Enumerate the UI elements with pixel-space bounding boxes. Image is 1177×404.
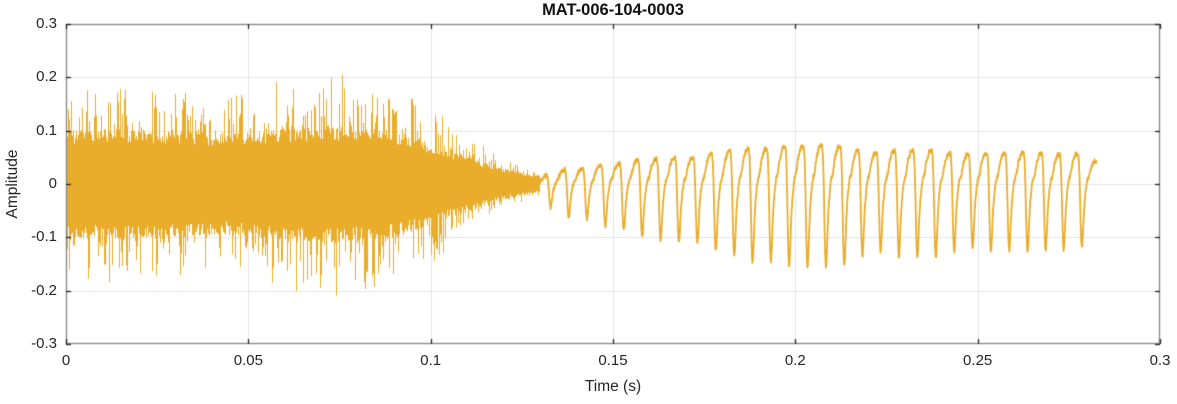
y-tick-label: 0.2 [36, 68, 57, 86]
plot-title: MAT-006-104-0003 [542, 1, 684, 19]
x-tick-label: 0.3 [1149, 352, 1171, 369]
x-tick-label: 0.05 [233, 352, 263, 369]
y-tick-label: 0.3 [36, 15, 57, 32]
x-tick-label: 0.15 [598, 352, 628, 369]
x-tick-label: 0.25 [963, 352, 993, 369]
x-tick-label: 0.2 [784, 352, 806, 369]
y-tick-label: 0.1 [36, 121, 57, 139]
x-tick-label: 0 [61, 352, 71, 369]
x-tick-label: 0.1 [420, 352, 442, 369]
y-tick-label: -0.3 [31, 335, 57, 352]
y-tick-label: -0.1 [31, 228, 57, 246]
y-tick-label: -0.2 [31, 281, 57, 299]
x-axis-label: Time (s) [584, 378, 642, 395]
y-tick-label: 0 [48, 175, 57, 192]
